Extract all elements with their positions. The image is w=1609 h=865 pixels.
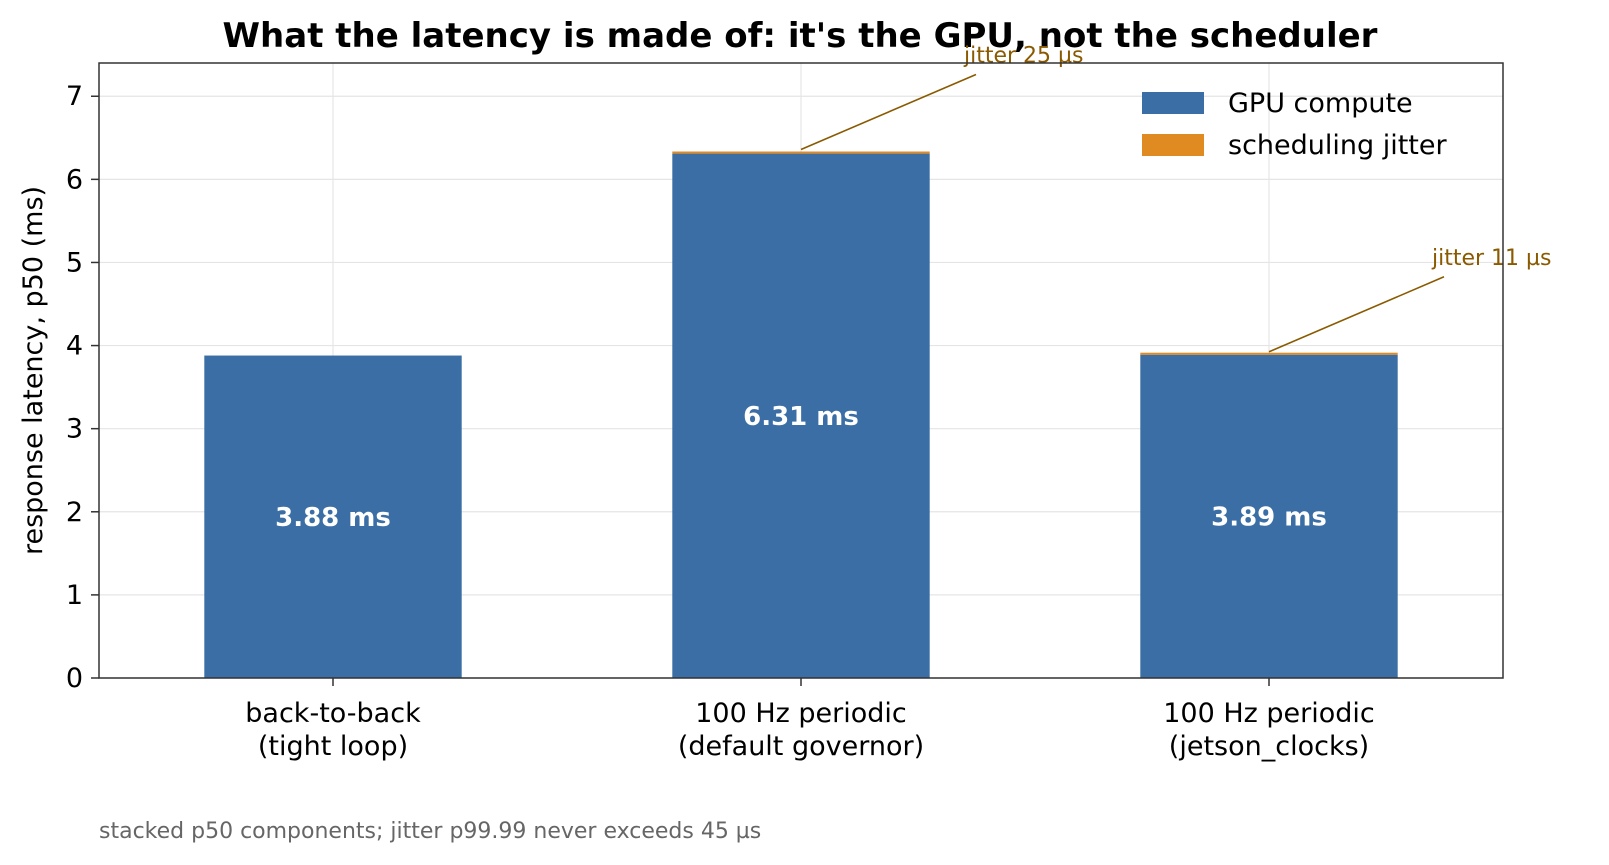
legend: GPU compute scheduling jitter (1142, 88, 1448, 161)
legend-label: scheduling jitter (1228, 130, 1448, 161)
x-tick-label: 100 Hz periodic (jetson_clocks) (1163, 698, 1375, 762)
y-axis-label: response latency, p50 (ms) (18, 186, 49, 555)
annotation-text: jitter 25 µs (963, 44, 1084, 69)
y-tick-label: 0 (66, 663, 83, 694)
y-tick-label: 6 (66, 164, 83, 195)
y-tick-label: 2 (66, 497, 83, 528)
chart-title: What the latency is made of: it's the GP… (223, 16, 1378, 56)
bar-value-label: 6.31 ms (743, 402, 859, 432)
bar-gpu-compute (1140, 354, 1398, 678)
y-tick-label: 1 (66, 580, 83, 611)
chart-caption: stacked p50 components; jitter p99.99 ne… (99, 819, 761, 844)
annotation-leader-line (1268, 276, 1445, 353)
bar-value-labels: 3.88 ms 6.31 ms 3.89 ms (275, 402, 1327, 533)
x-tick-label: 100 Hz periodic (default governor) (678, 698, 924, 762)
bar-gpu-compute (672, 153, 930, 679)
bar-gpu-compute (204, 355, 462, 678)
x-tick-label-line: back-to-back (245, 698, 421, 729)
legend-label: GPU compute (1228, 88, 1413, 119)
y-tick-label: 7 (66, 81, 83, 112)
x-tick-label-line: 100 Hz periodic (1163, 698, 1375, 729)
annotation-leader-line (800, 73, 977, 151)
y-tick-label: 3 (66, 414, 83, 445)
y-axis: 0 1 2 3 4 5 6 7 (66, 81, 99, 694)
bar-value-label: 3.88 ms (275, 503, 391, 533)
annotation-text: jitter 11 µs (1431, 246, 1552, 271)
y-tick-label: 4 (66, 331, 83, 362)
legend-swatch (1142, 134, 1204, 156)
bar-scheduling-jitter (1140, 352, 1398, 355)
bar-value-label: 3.89 ms (1211, 502, 1327, 532)
x-tick-label-line: (default governor) (678, 731, 924, 762)
x-tick-label-line: (tight loop) (258, 731, 408, 762)
x-tick-label-line: (jetson_clocks) (1169, 731, 1369, 762)
annotations: jitter 25 µs jitter 11 µs (800, 44, 1552, 353)
x-tick-label: back-to-back (tight loop) (245, 698, 421, 762)
bars (204, 151, 1398, 679)
x-tick-label-line: 100 Hz periodic (695, 698, 907, 729)
x-axis: back-to-back (tight loop)100 Hz periodic(… (245, 678, 1375, 762)
legend-swatch (1142, 92, 1204, 114)
bar-scheduling-jitter (672, 151, 930, 154)
y-tick-label: 5 (66, 247, 83, 278)
